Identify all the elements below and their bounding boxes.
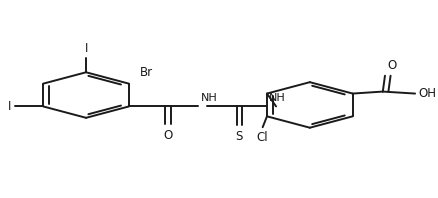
Text: S: S [235, 130, 242, 143]
Text: OH: OH [417, 87, 435, 100]
Text: NH: NH [268, 93, 285, 103]
Text: Br: Br [139, 66, 152, 79]
Text: I: I [84, 42, 88, 55]
Text: O: O [162, 129, 172, 142]
Text: O: O [386, 59, 396, 72]
Text: NH: NH [201, 93, 218, 103]
Text: Cl: Cl [256, 131, 268, 144]
Text: I: I [7, 100, 11, 113]
